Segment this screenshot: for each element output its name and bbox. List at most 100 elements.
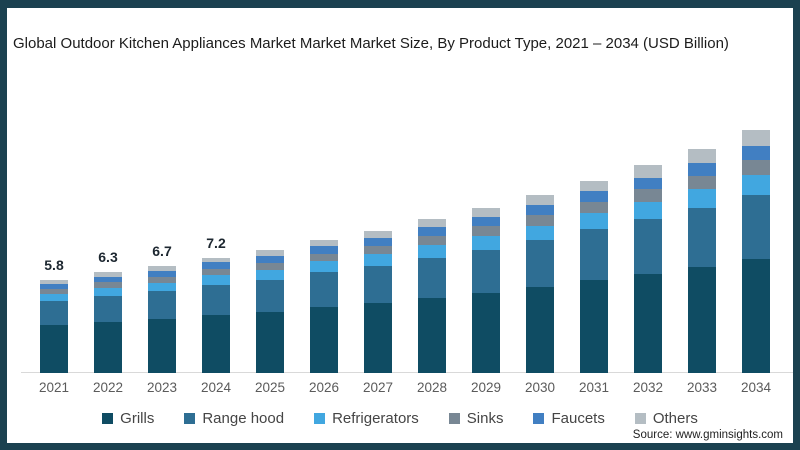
total-data-label: 6.7	[152, 242, 172, 259]
segment-others	[202, 257, 230, 263]
segment-faucets	[580, 190, 608, 202]
segment-sinks	[94, 282, 122, 289]
stacked-bar	[364, 230, 392, 373]
segment-refrigerators	[310, 261, 338, 273]
chart-title: Global Outdoor Kitchen Appliances Market…	[13, 35, 729, 52]
segment-refrigerators	[148, 282, 176, 292]
segment-faucets	[526, 205, 554, 215]
segment-sinks	[526, 214, 554, 226]
segment-grills	[472, 293, 500, 373]
bar-column-2029: 2029	[459, 113, 513, 395]
stacked-bar	[310, 240, 338, 373]
legend-item-refrigerators: Refrigerators	[314, 410, 419, 427]
segment-refrigerators	[580, 213, 608, 230]
segment-faucets	[40, 283, 68, 289]
stacked-bar	[40, 280, 68, 373]
segment-sinks	[472, 226, 500, 237]
segment-faucets	[634, 177, 662, 190]
stacked-bar	[202, 257, 230, 373]
segment-faucets	[94, 277, 122, 283]
segment-refrigerators	[202, 275, 230, 286]
segment-range-hood	[634, 219, 662, 274]
legend-label: Faucets	[551, 410, 605, 427]
segment-grills	[202, 315, 230, 373]
segment-range-hood	[742, 195, 770, 260]
segment-grills	[310, 307, 338, 373]
segment-others	[418, 219, 446, 228]
segment-range-hood	[310, 272, 338, 308]
segment-others	[148, 265, 176, 271]
bar-column-2021: 5.8 2021	[27, 113, 81, 395]
segment-others	[742, 129, 770, 147]
legend-item-faucets: Faucets	[533, 410, 605, 427]
x-tick-label: 2027	[362, 380, 394, 395]
stacked-bar	[94, 272, 122, 373]
bar-column-2022: 6.3 2022	[81, 113, 135, 395]
segment-sinks	[202, 268, 230, 276]
legend-item-grills: Grills	[102, 410, 154, 427]
segment-grills	[256, 312, 284, 373]
segment-faucets	[148, 270, 176, 277]
segment-range-hood	[688, 208, 716, 268]
segment-others	[256, 249, 284, 257]
segment-others	[526, 195, 554, 206]
bar-column-2033: 2033	[675, 113, 729, 395]
stacked-bar	[688, 149, 716, 373]
segment-range-hood	[472, 249, 500, 293]
legend-item-others: Others	[634, 410, 698, 427]
segment-refrigerators	[94, 288, 122, 297]
legend-label: Refrigerators	[332, 410, 419, 427]
bar-column-2024: 7.2 2024	[189, 113, 243, 395]
bar-column-2028: 2028	[405, 113, 459, 395]
segment-range-hood	[364, 265, 392, 303]
segment-grills	[148, 318, 176, 373]
segment-range-hood	[202, 285, 230, 316]
stacked-bar	[742, 129, 770, 373]
segment-range-hood	[580, 229, 608, 281]
stacked-bar	[148, 265, 176, 373]
stacked-bar	[256, 249, 284, 373]
segment-grills	[634, 273, 662, 373]
total-data-label: 6.3	[98, 249, 118, 266]
x-tick-label: 2026	[308, 380, 340, 395]
segment-sinks	[688, 175, 716, 190]
legend-swatch-icon	[634, 413, 646, 424]
stacked-bar	[580, 181, 608, 373]
segment-others	[94, 272, 122, 278]
legend-label: Grills	[120, 410, 155, 427]
x-tick-label: 2030	[524, 380, 556, 395]
x-tick-label: 2031	[578, 380, 610, 395]
legend-item-range-hood: Range hood	[184, 410, 284, 427]
segment-refrigerators	[256, 270, 284, 281]
segment-range-hood	[94, 296, 122, 322]
segment-faucets	[688, 163, 716, 176]
segment-faucets	[418, 227, 446, 236]
plot-area: 5.8 2021 6.3 2022 6.7 2023 7.2 2024 2025 2026 2027…	[21, 113, 793, 395]
x-tick-label: 2024	[200, 380, 232, 395]
legend-swatch-icon	[448, 413, 460, 424]
segment-range-hood	[148, 291, 176, 319]
x-tick-label: 2029	[470, 380, 502, 395]
segment-refrigerators	[742, 174, 770, 196]
segment-sinks	[418, 235, 446, 246]
segment-others	[40, 280, 68, 284]
segment-sinks	[40, 288, 68, 294]
source-text: Source: www.gminsights.com	[632, 429, 783, 441]
segment-refrigerators	[472, 236, 500, 250]
segment-sinks	[580, 201, 608, 214]
segment-refrigerators	[634, 201, 662, 220]
x-tick-label: 2032	[632, 380, 664, 395]
segment-others	[364, 230, 392, 238]
stacked-bar	[634, 165, 662, 373]
x-tick-label: 2022	[92, 380, 124, 395]
segment-range-hood	[40, 301, 68, 325]
legend: Grills Range hood Refrigerators Sinks Faucet…	[7, 410, 793, 427]
stacked-bar	[526, 195, 554, 373]
segment-grills	[580, 280, 608, 373]
segment-grills	[364, 302, 392, 373]
segment-refrigerators	[40, 293, 68, 301]
x-tick-label: 2023	[146, 380, 178, 395]
stacked-bar	[418, 219, 446, 373]
segment-others	[472, 208, 500, 218]
segment-faucets	[472, 217, 500, 227]
